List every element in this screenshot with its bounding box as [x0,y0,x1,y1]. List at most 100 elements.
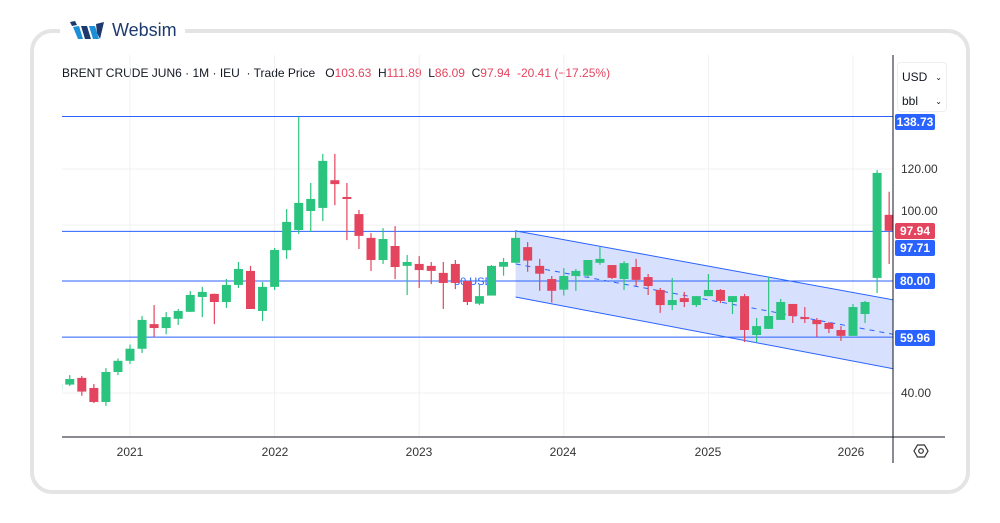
candle-body [848,307,858,336]
x-tick-label: 2021 [116,445,144,459]
candle-body [113,360,123,372]
candle-body [185,295,195,312]
currency-dropdown[interactable]: USD ⌄ [898,63,946,87]
unit-dropdown[interactable]: bbl ⌄ [898,87,946,111]
candle [715,289,725,304]
candle [390,226,400,280]
candle [414,256,424,288]
candle-body [703,289,713,297]
candle [209,293,219,325]
candle-body [342,197,352,199]
hline-price-label: 138.73 [895,114,935,130]
candle [366,233,376,271]
candle-body [125,348,135,361]
candle-body [258,286,268,311]
y-tick-label: 40.00 [901,386,932,400]
candle-body [643,277,653,287]
symbol-name[interactable]: BRENT CRUDE JUN6 [62,66,182,80]
candle [511,230,521,263]
candle-body [318,160,328,208]
candle [523,242,533,272]
candle-body [740,296,750,330]
candle [728,296,737,315]
candle [559,268,569,296]
candle-body [474,296,484,304]
candle-body [438,272,448,283]
candle-body [426,265,436,271]
candle-body [800,317,810,320]
candle [462,281,472,306]
candle [149,305,159,337]
candle-body [872,172,882,278]
candle [197,286,207,318]
brand-name: Websim [112,19,177,40]
candle [643,274,653,295]
interval[interactable]: 1M [192,66,210,80]
candle-body [402,261,412,266]
high-value: 111.89 [386,66,422,80]
candle-body [414,263,424,271]
candle-body [89,387,99,402]
candle-body [559,275,569,290]
candle-body [535,265,545,274]
candle-body [667,300,677,306]
candle [619,261,629,290]
candle-body [101,372,111,402]
grid [62,55,893,437]
candle [788,303,798,323]
unit-value: bbl [902,94,919,108]
candle [113,358,123,376]
candle [607,265,617,280]
candle-body [487,265,496,296]
candle-body [330,180,340,185]
candle [499,258,509,276]
candle [258,282,268,322]
candle-body [62,384,63,390]
candle-body [149,324,159,329]
candle-body [294,202,304,231]
candle-body [233,268,243,285]
channel-top-line [515,230,893,301]
candle-body [499,261,509,267]
candle [65,375,75,386]
candle-body [366,237,376,260]
candle-body [764,316,774,329]
y-tick-label: 120.00 [901,162,938,176]
candle [812,317,822,337]
candle [77,375,87,396]
candle-body [246,270,255,309]
candle-body [161,317,171,329]
chart-card-frame [30,29,970,494]
chevron-down-icon: ⌄ [935,96,942,106]
candle [691,296,701,308]
parallel-channel-fill [515,230,893,369]
low-value: 86.09 [434,66,465,80]
candle [173,309,183,325]
settings-icon[interactable] [913,443,929,459]
candle [426,261,436,285]
candle [294,116,304,234]
candle-body [511,237,521,263]
candle [547,275,557,303]
candle [595,247,605,265]
x-tick-label: 2023 [405,445,433,459]
candle [282,209,292,259]
candle-body [752,326,762,336]
candle [330,153,340,206]
candle-body [691,296,701,306]
candle [342,183,352,241]
chart-legend-header: BRENT CRUDE JUN6 · 1M · IEU · Trade Pric… [62,66,611,80]
candle-body [462,281,472,302]
candle [402,254,412,295]
close-value: 97.94 [480,66,511,80]
candle-body [824,323,834,329]
x-tick-label: 2025 [694,445,722,459]
x-tick-label: 2026 [837,445,865,459]
candle-body [655,289,665,306]
candle [161,312,171,335]
candle [740,293,750,343]
open-label: O [325,66,335,80]
candle-body [583,260,593,276]
candle-body [547,279,557,291]
